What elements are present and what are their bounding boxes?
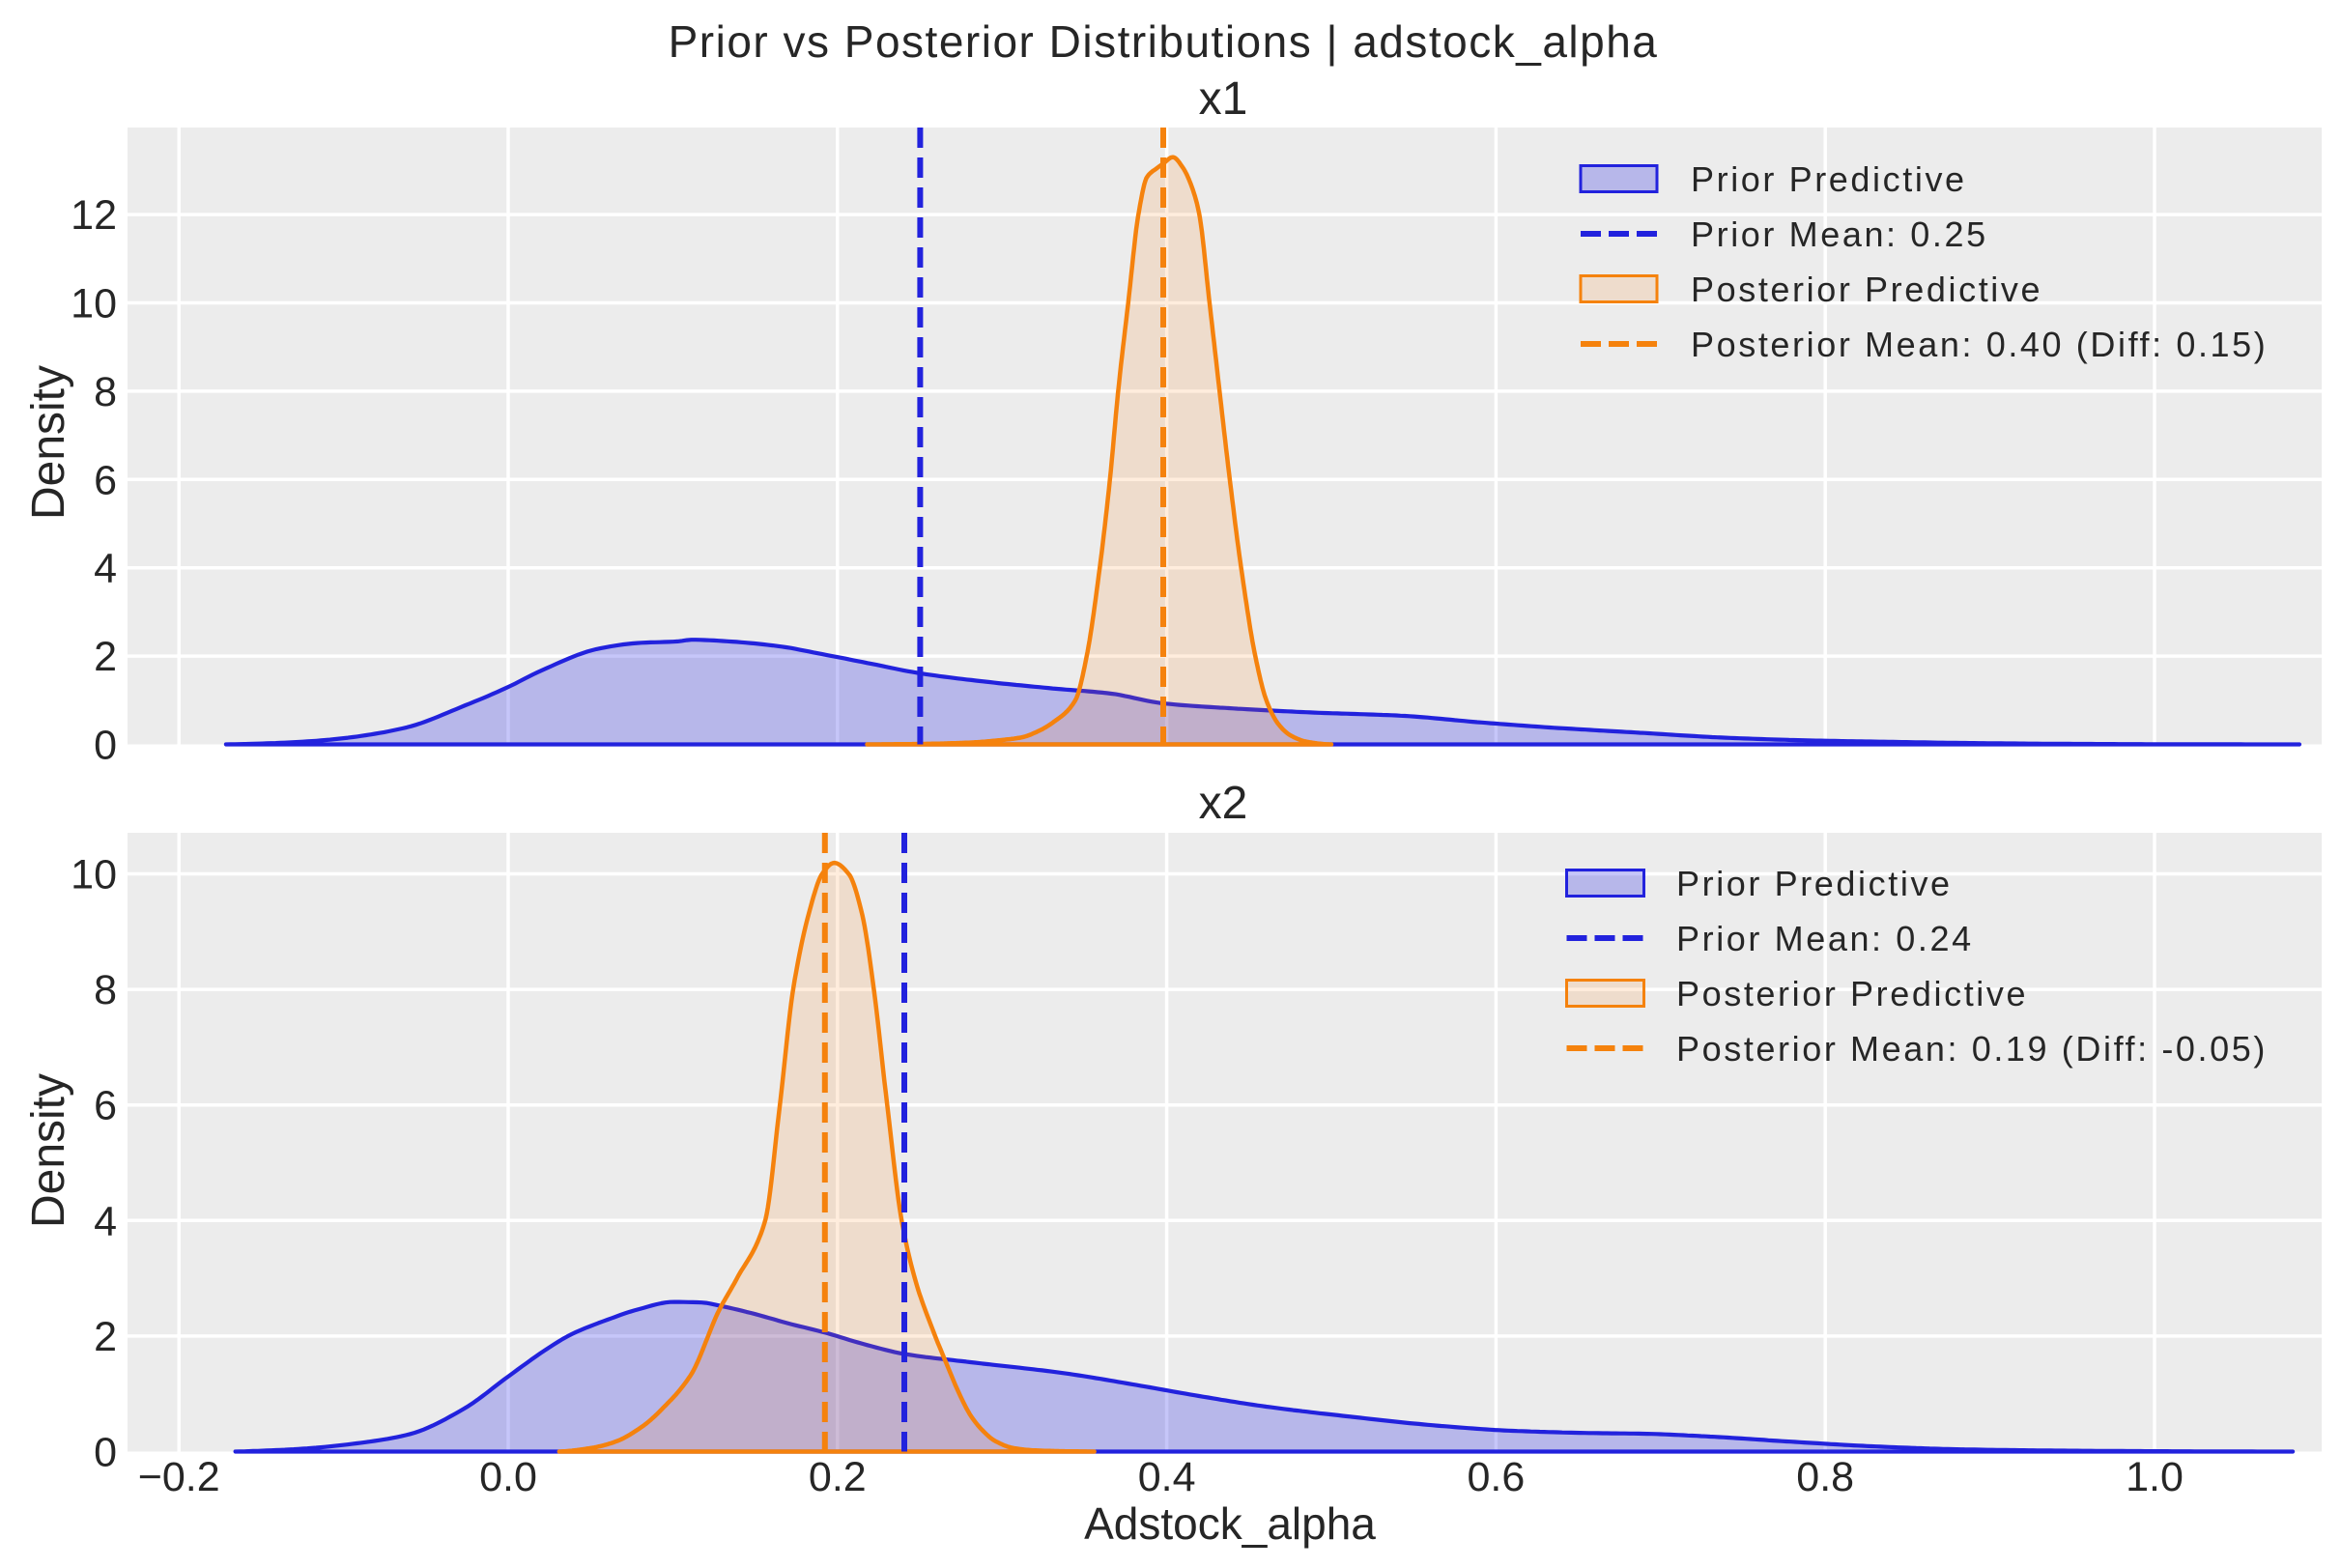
svg-text:Posterior Predictive: Posterior Predictive: [1676, 974, 2028, 1013]
svg-text:Prior Predictive: Prior Predictive: [1691, 159, 1967, 199]
svg-text:Density: Density: [23, 1073, 74, 1228]
svg-text:10: 10: [71, 852, 117, 898]
svg-text:0.2: 0.2: [809, 1454, 867, 1500]
svg-text:8: 8: [94, 967, 117, 1013]
svg-text:x1: x1: [1199, 73, 1248, 125]
svg-text:Posterior Predictive: Posterior Predictive: [1691, 270, 2042, 309]
svg-text:0.4: 0.4: [1138, 1454, 1196, 1500]
svg-text:12: 12: [71, 192, 117, 239]
svg-text:x2: x2: [1199, 778, 1248, 829]
svg-text:Prior Predictive: Prior Predictive: [1676, 864, 1953, 903]
svg-text:6: 6: [94, 457, 117, 503]
svg-text:8: 8: [94, 369, 117, 415]
svg-text:0: 0: [94, 1430, 117, 1476]
svg-text:Prior vs Posterior Distributio: Prior vs Posterior Distributions | adsto…: [669, 16, 1659, 67]
svg-text:0.0: 0.0: [479, 1454, 537, 1500]
svg-text:Posterior Mean: 0.40 (Diff: 0.: Posterior Mean: 0.40 (Diff: 0.15): [1691, 325, 2268, 364]
svg-text:0.6: 0.6: [1468, 1454, 1526, 1500]
svg-text:4: 4: [94, 546, 117, 592]
svg-text:Posterior Mean: 0.19 (Diff: -0: Posterior Mean: 0.19 (Diff: -0.05): [1676, 1029, 2268, 1069]
svg-text:Density: Density: [23, 365, 74, 520]
svg-text:2: 2: [94, 634, 117, 680]
svg-text:0.8: 0.8: [1796, 1454, 1854, 1500]
svg-text:10: 10: [71, 281, 117, 328]
svg-text:2: 2: [94, 1314, 117, 1360]
svg-text:0: 0: [94, 723, 117, 769]
svg-text:4: 4: [94, 1198, 117, 1244]
svg-text:6: 6: [94, 1083, 117, 1129]
svg-text:Prior Mean: 0.24: Prior Mean: 0.24: [1676, 919, 1974, 958]
svg-text:Prior Mean: 0.25: Prior Mean: 0.25: [1691, 214, 1988, 254]
svg-text:Adstock_alpha: Adstock_alpha: [1084, 1498, 1376, 1549]
svg-text:1.0: 1.0: [2126, 1454, 2184, 1500]
svg-text:−0.2: −0.2: [138, 1454, 220, 1500]
